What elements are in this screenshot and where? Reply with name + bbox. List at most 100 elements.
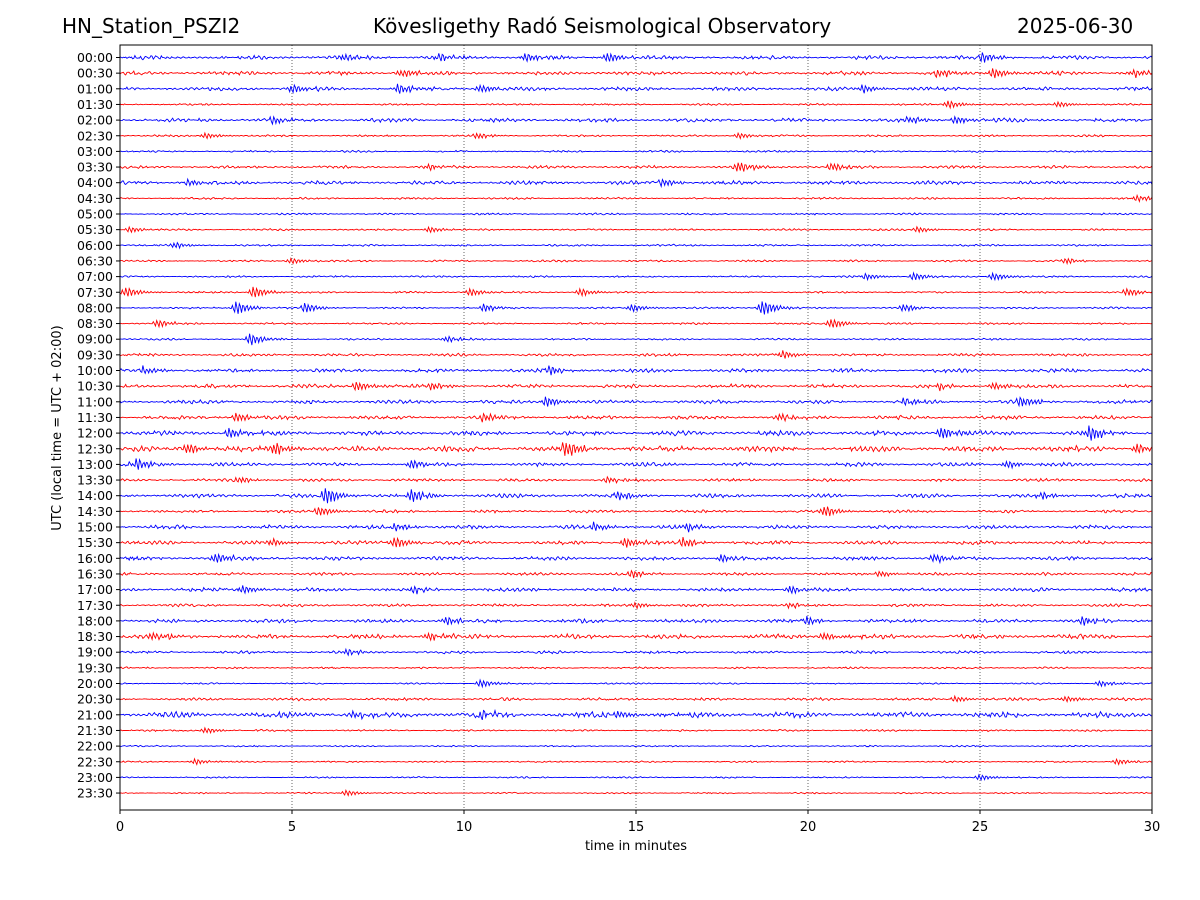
trace-1530 [119, 536, 1153, 548]
trace-1400 [119, 488, 1153, 504]
y-tick-label: 09:30 [77, 347, 113, 362]
trace-0800 [119, 301, 1153, 315]
y-tick-label: 10:00 [77, 363, 113, 378]
trace-0530 [119, 225, 1153, 234]
y-tick-label: 15:30 [77, 535, 113, 550]
y-tick-label: 06:00 [77, 238, 113, 253]
y-tick-label: 01:30 [77, 97, 113, 112]
trace-0300 [119, 149, 1153, 153]
trace-1930 [119, 666, 1153, 670]
y-tick-label: 04:00 [77, 175, 113, 190]
y-tick-label: 23:30 [77, 786, 113, 801]
trace-1630 [119, 569, 1153, 579]
y-tick-label: 13:00 [77, 457, 113, 472]
y-tick-label: 08:30 [77, 316, 113, 331]
trace-1200 [119, 425, 1153, 441]
x-tick-label: 25 [972, 820, 989, 835]
y-tick-label: 05:30 [77, 222, 113, 237]
trace-2100 [119, 708, 1153, 721]
y-tick-group: 00:0000:3001:0001:3002:0002:3003:0003:30… [77, 50, 120, 801]
y-tick-label: 18:00 [77, 613, 113, 628]
y-tick-label: 09:00 [77, 332, 113, 347]
trace-0100 [119, 83, 1153, 94]
y-tick-label: 08:00 [77, 300, 113, 315]
trace-1130 [120, 412, 1153, 423]
trace-1800 [119, 615, 1153, 626]
trace-group [119, 52, 1153, 797]
grid-lines [291, 45, 981, 810]
trace-2130 [119, 726, 1153, 735]
y-tick-label: 06:30 [77, 253, 113, 268]
y-tick-label: 03:00 [77, 144, 113, 159]
trace-1030 [119, 381, 1153, 392]
y-tick-label: 15:00 [77, 520, 113, 535]
trace-0330 [119, 162, 1153, 172]
trace-0130 [119, 100, 1153, 110]
x-tick-label: 10 [456, 820, 473, 835]
trace-1830 [119, 631, 1153, 642]
y-tick-label: 01:00 [77, 81, 113, 96]
observatory-title: Kövesligethy Radó Seismological Observat… [373, 14, 832, 38]
trace-0400 [119, 177, 1153, 189]
trace-1230 [119, 442, 1153, 456]
trace-2030 [119, 694, 1152, 703]
trace-1300 [119, 458, 1153, 470]
y-tick-label: 14:00 [77, 488, 113, 503]
trace-0900 [119, 333, 1153, 346]
x-tick-label: 15 [628, 820, 645, 835]
trace-0430 [119, 193, 1153, 204]
trace-2330 [120, 788, 1153, 797]
y-tick-label: 02:30 [77, 128, 113, 143]
y-tick-label: 14:30 [77, 504, 113, 519]
trace-1100 [119, 396, 1153, 408]
trace-0630 [119, 256, 1153, 266]
y-tick-label: 04:30 [77, 191, 113, 206]
x-axis-label: time in minutes [585, 839, 687, 854]
trace-1900 [119, 647, 1153, 657]
y-tick-label: 00:30 [77, 66, 113, 81]
x-tick-label: 20 [800, 820, 817, 835]
y-tick-label: 12:30 [77, 441, 113, 456]
trace-0600 [119, 241, 1152, 250]
y-tick-label: 23:00 [77, 770, 113, 785]
trace-0700 [119, 271, 1153, 282]
y-tick-label: 21:30 [77, 723, 113, 738]
trace-0230 [120, 131, 1153, 141]
trace-0030 [119, 68, 1153, 79]
y-tick-label: 20:00 [77, 676, 113, 691]
trace-0730 [119, 286, 1153, 298]
trace-2300 [119, 773, 1153, 782]
trace-0930 [119, 350, 1153, 359]
trace-1700 [120, 585, 1153, 595]
trace-1600 [119, 552, 1153, 565]
y-tick-label: 13:30 [77, 473, 113, 488]
x-tick-label: 30 [1144, 820, 1161, 835]
y-tick-label: 19:00 [77, 645, 113, 660]
trace-1000 [119, 365, 1153, 376]
trace-2000 [119, 678, 1153, 689]
y-tick-label: 07:00 [77, 269, 113, 284]
date-title: 2025-06-30 [1017, 14, 1134, 38]
y-tick-label: 02:00 [77, 113, 113, 128]
y-tick-label: 10:30 [77, 379, 113, 394]
x-tick-group: 0 5 10 15 20 25 30 [116, 810, 1160, 835]
trace-0500 [119, 212, 1153, 216]
y-tick-label: 22:30 [77, 754, 113, 769]
y-tick-label: 20:30 [77, 692, 113, 707]
trace-0000 [119, 52, 1153, 63]
y-axis-label: UTC (local time = UTC + 02:00) [50, 325, 65, 530]
y-tick-label: 00:00 [77, 50, 113, 65]
trace-0830 [120, 318, 1153, 329]
y-tick-label: 19:30 [77, 660, 113, 675]
trace-2230 [119, 757, 1153, 766]
y-tick-label: 18:30 [77, 629, 113, 644]
trace-1430 [119, 506, 1152, 517]
y-tick-label: 16:00 [77, 551, 113, 566]
trace-1500 [119, 521, 1153, 533]
trace-1730 [119, 601, 1153, 610]
y-tick-label: 21:00 [77, 707, 113, 722]
x-tick-label: 5 [288, 820, 296, 835]
y-tick-label: 11:00 [77, 394, 113, 409]
x-tick-label: 0 [116, 820, 124, 835]
